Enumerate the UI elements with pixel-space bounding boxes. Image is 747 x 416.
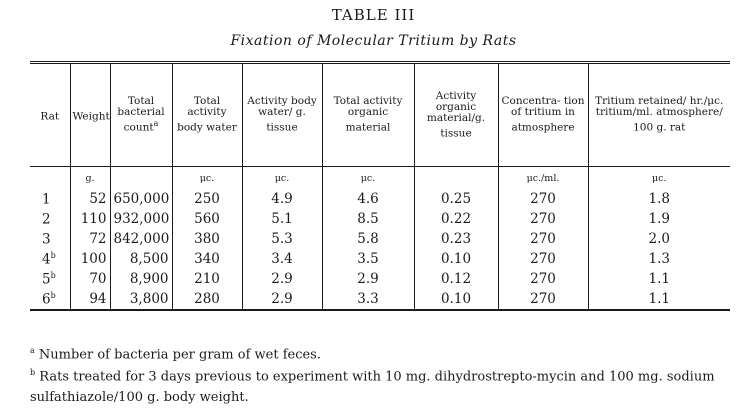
body-water-per-g-cell: 3.4	[241, 249, 322, 269]
column-header-activity-organic-per-g: Activity organic material/g. tissue	[413, 62, 498, 167]
body-water-per-g-cell: 4.9	[241, 189, 322, 209]
unit-cell: μc.	[587, 166, 730, 189]
column-header-rat: Rat	[30, 62, 70, 167]
weight-cell: 94	[69, 289, 110, 310]
organic-per-g-cell: 0.10	[413, 289, 498, 310]
table-row: 2 110 932,000 560 5.1 8.5 0.22 270 1.9	[30, 209, 730, 229]
unit-cell	[109, 166, 172, 189]
column-header-weight: Weight	[69, 62, 110, 167]
units-row: g. μc. μc. μc. μc./ml. μc.	[30, 166, 730, 190]
rat-cell: 6b	[42, 290, 56, 308]
rat-cell: 1	[42, 191, 51, 208]
body-water-per-g-cell: 5.3	[241, 229, 322, 249]
concentration-cell: 270	[497, 189, 588, 209]
column-header-bacterial-count: Total bacterial counta	[109, 62, 172, 167]
concentration-cell: 270	[497, 209, 588, 229]
body-water-cell: 250	[171, 189, 242, 209]
concentration-cell: 270	[497, 229, 588, 249]
weight-cell: 52	[69, 189, 110, 209]
body-water-per-g-cell: 2.9	[241, 269, 322, 289]
column-header-total-activity-organic: Total activity organic material	[321, 62, 414, 167]
count-cell: 842,000	[109, 229, 172, 249]
organic-per-g-cell: 0.23	[413, 229, 498, 249]
table-row: 4b 100 8,500 340 3.4 3.5 0.10 270 1.3	[30, 249, 730, 269]
organic-cell: 8.5	[321, 209, 414, 229]
table-row: 5b 70 8,900 210 2.9 2.9 0.12 270 1.1	[30, 269, 730, 289]
organic-cell: 3.5	[321, 249, 414, 269]
body-water-cell: 280	[171, 289, 242, 310]
retained-cell: 1.9	[587, 209, 730, 229]
concentration-cell: 270	[497, 249, 588, 269]
unit-cell: μc.	[171, 166, 242, 189]
table-row: 6b 94 3,800 280 2.9 3.3 0.10 270 1.1	[30, 289, 730, 310]
count-cell: 8,900	[109, 269, 172, 289]
retained-cell: 1.8	[587, 189, 730, 209]
data-table-container: Rat Weight Total bacterial counta Total …	[30, 61, 730, 311]
weight-cell: 100	[69, 249, 110, 269]
data-table: Rat Weight Total bacterial counta Total …	[30, 61, 730, 311]
count-cell: 8,500	[109, 249, 172, 269]
body-water-cell: 210	[171, 269, 242, 289]
organic-cell: 5.8	[321, 229, 414, 249]
retained-cell: 1.1	[587, 289, 730, 310]
column-header-tritium-concentration: Concentra- tion of tritium in atmosphere	[497, 62, 588, 167]
footnote-b: b Rats treated for 3 days previous to ex…	[30, 368, 715, 406]
header-row: Rat Weight Total bacterial counta Total …	[30, 62, 730, 167]
body-water-per-g-cell: 5.1	[241, 209, 322, 229]
unit-cell: g.	[69, 166, 110, 189]
organic-per-g-cell: 0.25	[413, 189, 498, 209]
organic-per-g-cell: 0.12	[413, 269, 498, 289]
count-cell: 3,800	[109, 289, 172, 310]
column-header-tritium-retained: Tritium retained/ hr./μc. tritium/ml. at…	[587, 62, 730, 167]
unit-cell	[30, 167, 70, 190]
count-cell: 650,000	[109, 189, 172, 209]
rat-cell: 2	[42, 211, 51, 228]
body-water-per-g-cell: 2.9	[241, 289, 322, 310]
body-water-cell: 340	[171, 249, 242, 269]
weight-cell: 70	[69, 269, 110, 289]
column-header-activity-body-water-per-g: Activity body water/ g. tissue	[241, 62, 322, 167]
unit-cell: μc.	[241, 166, 322, 189]
table-subtitle: Fixation of Molecular Tritium by Rats	[230, 33, 517, 49]
retained-cell: 1.3	[587, 249, 730, 269]
rat-cell: 5b	[42, 270, 56, 288]
body-water-cell: 560	[171, 209, 242, 229]
unit-cell	[413, 166, 498, 189]
unit-cell: μc./ml.	[497, 166, 588, 189]
organic-per-g-cell: 0.22	[413, 209, 498, 229]
rat-cell: 3	[42, 231, 51, 248]
concentration-cell: 270	[497, 269, 588, 289]
organic-cell: 3.3	[321, 289, 414, 310]
organic-cell: 4.6	[321, 189, 414, 209]
body-water-cell: 380	[171, 229, 242, 249]
weight-cell: 110	[69, 209, 110, 229]
concentration-cell: 270	[497, 289, 588, 310]
organic-per-g-cell: 0.10	[413, 249, 498, 269]
footnote-a: a Number of bacteria per gram of wet fec…	[30, 346, 321, 363]
count-cell: 932,000	[109, 209, 172, 229]
retained-cell: 2.0	[587, 229, 730, 249]
unit-cell: μc.	[321, 166, 414, 189]
table-row: 3 72 842,000 380 5.3 5.8 0.23 270 2.0	[30, 229, 730, 249]
table-row: 1 52 650,000 250 4.9 4.6 0.25 270 1.8	[30, 189, 730, 209]
retained-cell: 1.1	[587, 269, 730, 289]
organic-cell: 2.9	[321, 269, 414, 289]
table-title: TABLE III	[331, 6, 416, 24]
column-header-total-activity-body-water: Total activity body water	[171, 62, 242, 167]
weight-cell: 72	[69, 229, 110, 249]
rat-cell: 4b	[42, 250, 56, 268]
